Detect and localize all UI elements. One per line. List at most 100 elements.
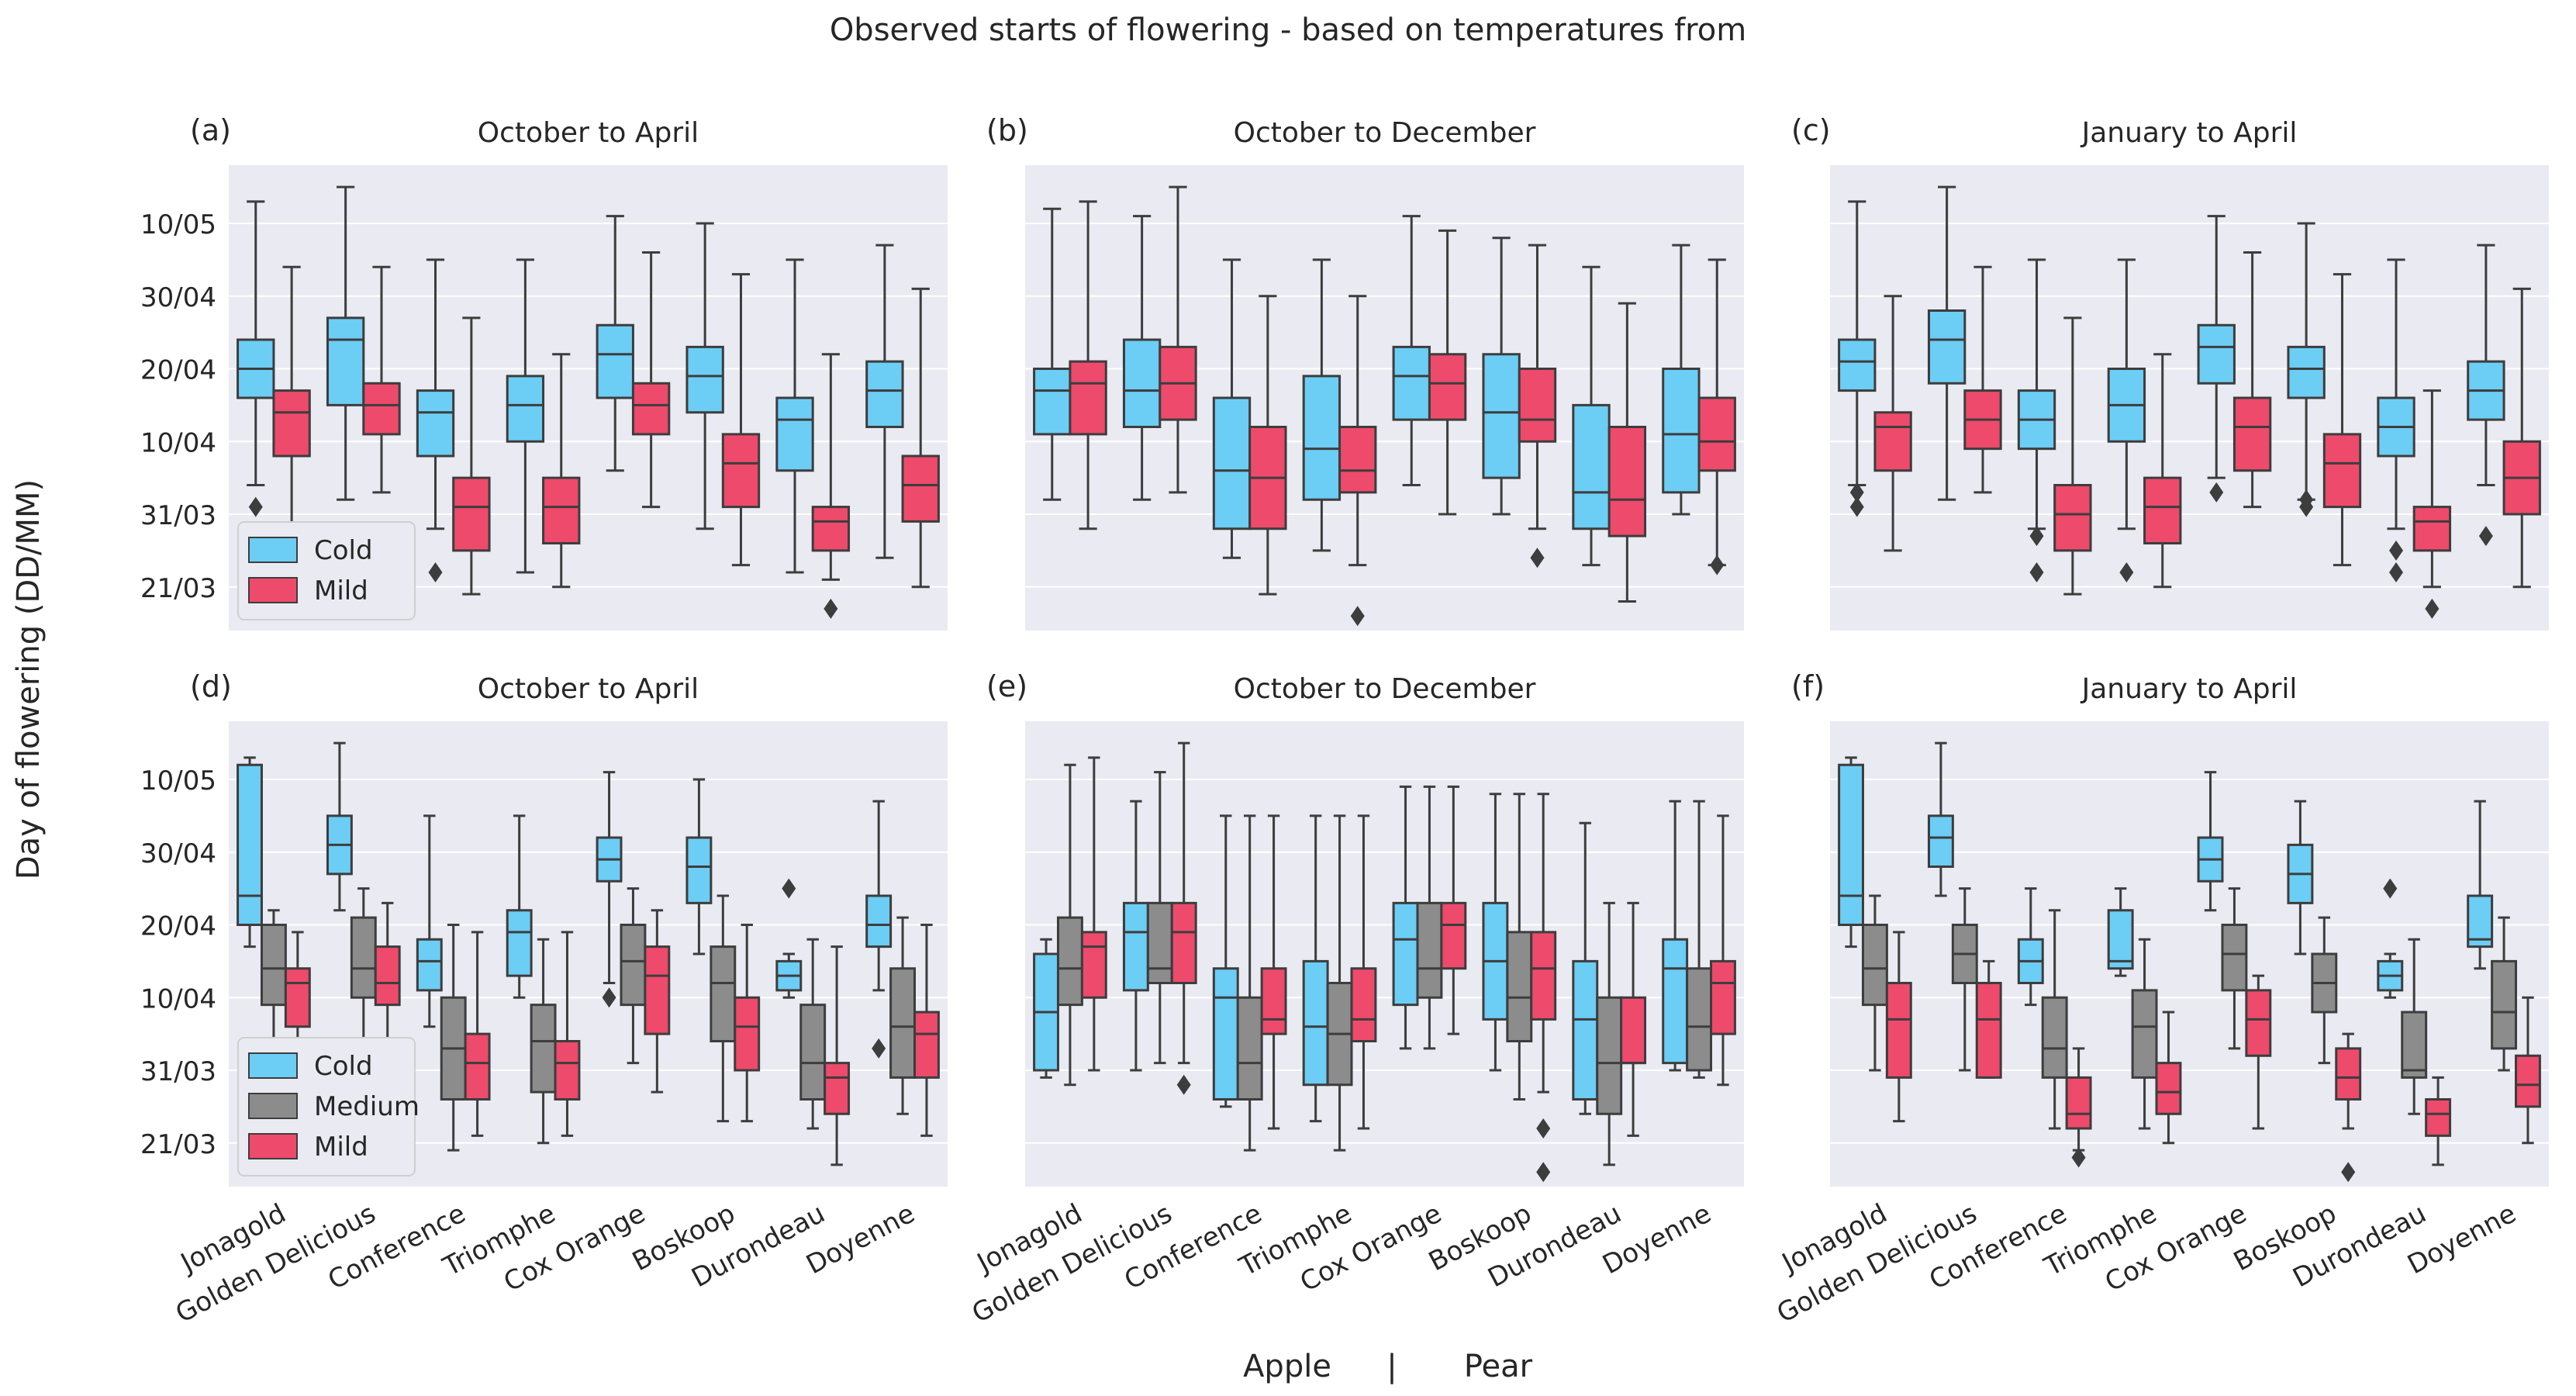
box-medium-doyenne [889, 916, 917, 1115]
box-mild-golden-delicious [1975, 959, 2002, 1079]
box-body [2515, 1054, 2541, 1108]
box-body [1428, 353, 1467, 421]
legend-label-cold: Cold [314, 1051, 373, 1082]
box-body [1146, 901, 1173, 984]
box-medium-doyenne [1686, 800, 1713, 1079]
x-axis-label-apple: Apple [1243, 1349, 1331, 1384]
box-body [1530, 931, 1557, 1021]
box-mild-triomphe [1338, 295, 1377, 627]
y-tick-label: 31/03 [140, 1056, 216, 1087]
box-cold-golden-delicious [326, 185, 365, 501]
outlier-point [2029, 526, 2044, 547]
box-body [362, 382, 401, 436]
box-mild-boskoop [734, 924, 761, 1123]
box-body [2053, 484, 2092, 552]
box-body [1927, 309, 1967, 385]
box-cold-jonagold [1838, 756, 1864, 949]
box-body [1069, 360, 1107, 436]
box-cold-conference [416, 258, 455, 582]
box-body [913, 1011, 940, 1079]
panel-b: October to December (b) [986, 113, 1744, 631]
box-mild-boskoop [721, 273, 761, 567]
box-mild-jonagold [1873, 295, 1912, 552]
box-body [1056, 916, 1083, 1007]
box-cold-cox-orange [1392, 215, 1431, 486]
box-medium-boskoop [710, 894, 737, 1123]
box-body [1033, 368, 1072, 436]
box-mild-cox-orange [1440, 785, 1467, 1035]
box-cold-doyenne [865, 244, 904, 559]
outlier-point [2478, 526, 2493, 547]
outlier-point [2119, 562, 2134, 582]
y-tick-label: 10/04 [140, 427, 216, 458]
box-medium-conference [2041, 909, 2068, 1130]
box-body [1518, 368, 1557, 443]
box-medium-triomphe [530, 938, 557, 1145]
figure-title: Observed starts of flowering - based on … [830, 12, 1746, 48]
box-body [1662, 368, 1701, 494]
box-mild-boskoop [1530, 793, 1557, 1183]
box-body [2197, 323, 2236, 385]
box-mild-triomphe [1350, 814, 1377, 1130]
box-cold-durondeau [1572, 265, 1611, 567]
box-mild-doyenne [1710, 814, 1736, 1087]
box-body [1838, 763, 1864, 926]
box-mild-conference [2065, 1047, 2092, 1168]
box-body [452, 476, 491, 552]
box-cold-boskoop [2287, 222, 2326, 517]
outlier-point [872, 1038, 886, 1059]
x-axis-label-separator: | [1386, 1349, 1397, 1384]
box-body [2335, 1047, 2362, 1101]
box-mild-triomphe [2155, 1011, 2182, 1145]
box-cold-triomphe [506, 814, 533, 999]
outlier-point [782, 878, 796, 899]
box-body [260, 924, 287, 1007]
box-body [1080, 931, 1107, 999]
legend-swatch-cold [248, 1052, 298, 1079]
box-body [1212, 396, 1252, 530]
outlier-point [2341, 1162, 2356, 1183]
panels: 21/03 31/03 10/04 20/04 30/04 10/05 October to… [140, 113, 2549, 1329]
box-mild-boskoop [2322, 273, 2362, 567]
box-body [1620, 996, 1647, 1065]
panel-a: 21/03 31/03 10/04 20/04 30/04 10/05 October to… [140, 113, 948, 631]
box-body [1350, 967, 1377, 1042]
box-cold-conference [2017, 258, 2056, 582]
box-medium-cox-orange [2221, 887, 2248, 1050]
box-cold-boskoop [685, 222, 724, 530]
y-tick-label: 31/03 [140, 500, 216, 531]
box-cold-jonagold [237, 756, 263, 949]
panel-label: (d) [190, 669, 232, 703]
box-body [1416, 901, 1443, 999]
box-body [2245, 989, 2272, 1057]
box-mild-durondeau [824, 945, 851, 1166]
box-cold-durondeau [2377, 878, 2404, 999]
panel-c: January to April (c) [1791, 113, 2549, 631]
outlier-point [2071, 1147, 2086, 1168]
box-cold-durondeau [1572, 821, 1599, 1115]
box-body [1975, 982, 2002, 1079]
legend: Cold Mild [237, 521, 416, 620]
box-medium-boskoop [1506, 793, 1533, 1101]
box-mild-jonagold [1069, 200, 1107, 530]
outlier-point [1530, 548, 1545, 568]
box-mild-durondeau [1620, 901, 1647, 1137]
box-mild-golden-delicious [1159, 185, 1197, 494]
box-cold-durondeau [775, 258, 814, 574]
box-medium-boskoop [2311, 916, 2338, 1065]
box-body [1697, 396, 1736, 472]
box-mild-golden-delicious [362, 265, 401, 494]
box-body [1572, 959, 1599, 1101]
box-cold-doyenne [1662, 244, 1701, 516]
y-tick-label: 10/05 [140, 209, 216, 240]
outlier-point [428, 562, 443, 582]
box-mild-conference [1260, 814, 1287, 1130]
legend-label-medium: Medium [314, 1091, 420, 1122]
outlier-point [2299, 496, 2314, 517]
box-body [889, 967, 917, 1079]
legend-swatch-medium [248, 1093, 298, 1119]
box-body [1482, 353, 1521, 479]
box-body [1260, 967, 1287, 1035]
box-cold-cox-orange [596, 771, 623, 1008]
box-cold-triomphe [1302, 814, 1329, 1123]
